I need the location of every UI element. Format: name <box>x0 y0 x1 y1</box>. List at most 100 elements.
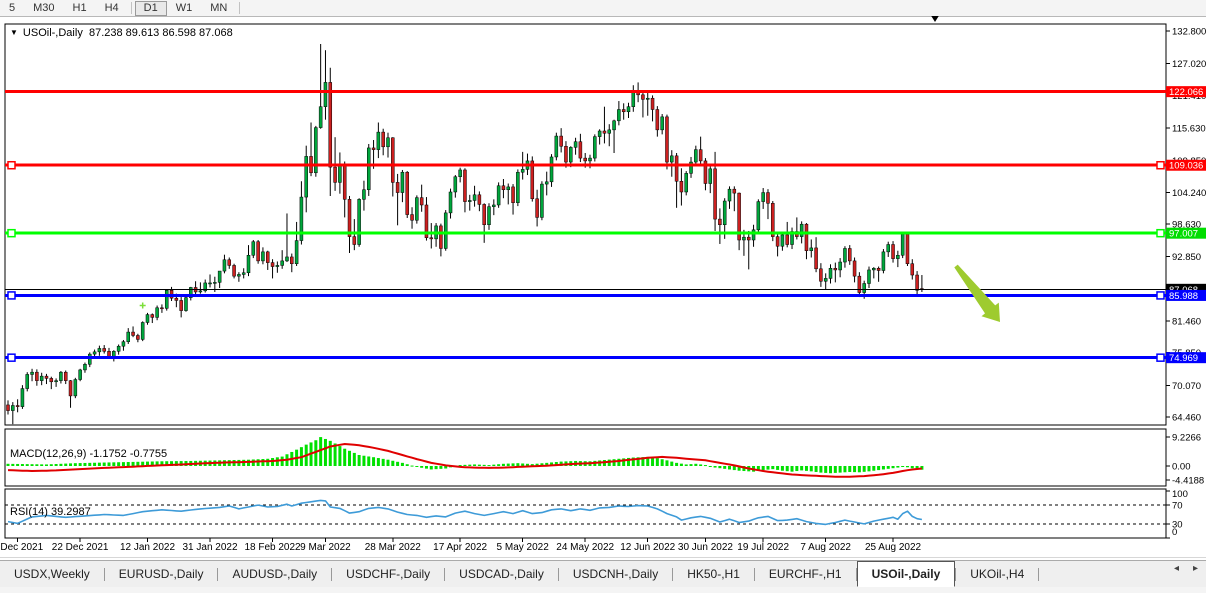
support-line-97-handle[interactable] <box>1157 230 1164 237</box>
candle-body <box>45 376 48 378</box>
macd-bar <box>362 456 365 466</box>
candle-body <box>295 241 298 264</box>
candle-body <box>50 378 53 381</box>
tab-ukoil-h4[interactable]: UKOil-,H4 <box>956 561 1038 587</box>
macd-bar <box>377 458 380 466</box>
macd-bar <box>483 465 486 466</box>
macd-bar <box>497 464 500 466</box>
macd-bar <box>343 449 346 466</box>
support-line-86-handle[interactable] <box>8 292 15 299</box>
macd-bar <box>704 465 707 466</box>
macd-bar <box>863 466 866 472</box>
macd-bar <box>473 464 476 466</box>
timeframe-button-mn[interactable]: MN <box>201 1 236 15</box>
candle-body <box>59 372 62 380</box>
candle-body <box>223 260 226 271</box>
candle-body <box>516 172 519 203</box>
tab-audusd-daily[interactable]: AUDUSD-,Daily <box>218 561 331 587</box>
candle-body <box>786 235 789 245</box>
candle-body <box>233 265 236 276</box>
macd-bar <box>824 466 827 473</box>
macd-bar <box>26 464 29 466</box>
tab-scroll-right-icon[interactable]: ▸ <box>1193 563 1198 574</box>
candle-body <box>16 406 19 407</box>
macd-bar <box>699 464 702 466</box>
candle-body <box>766 193 769 204</box>
macd-label: MACD(12,26,9) -1.1752 -0.7755 <box>10 448 167 460</box>
tab-usdchf-daily[interactable]: USDCHF-,Daily <box>332 561 444 587</box>
candle-body <box>598 131 601 137</box>
macd-bar <box>261 459 264 466</box>
candle-body <box>848 248 851 260</box>
macd-bar <box>718 466 721 468</box>
timeframe-button-w1[interactable]: W1 <box>167 1 202 15</box>
timeframe-button-h4[interactable]: H4 <box>96 1 128 15</box>
resistance-line-109-handle[interactable] <box>1157 162 1164 169</box>
candle-body <box>55 381 58 382</box>
chart-ohlc-values: 87.238 89.613 86.598 87.068 <box>89 27 233 39</box>
candle-body <box>103 348 106 351</box>
macd-bar <box>507 464 510 466</box>
macd-bar <box>762 466 765 470</box>
candle-body <box>430 238 433 239</box>
candle-body <box>887 245 890 252</box>
macd-bar <box>786 466 789 471</box>
candle-body <box>488 207 491 225</box>
timeframe-button-h1[interactable]: H1 <box>64 1 96 15</box>
macd-bar <box>55 464 58 466</box>
candle-body <box>7 405 10 411</box>
tab-eurusd-daily[interactable]: EURUSD-,Daily <box>105 561 218 587</box>
support-line-75-handle[interactable] <box>8 354 15 361</box>
support-line-97-handle[interactable] <box>8 230 15 237</box>
candle-body <box>752 230 755 240</box>
tab-scroll-left-icon[interactable]: ◂ <box>1174 563 1179 574</box>
tab-usoil-daily[interactable]: USOil-,Daily <box>857 561 956 587</box>
date-label: 3 Dec 2021 <box>0 542 43 553</box>
tab-usdcad-daily[interactable]: USDCAD-,Daily <box>445 561 558 587</box>
chevron-down-icon[interactable]: ▼ <box>10 28 18 37</box>
candle-body <box>502 186 505 190</box>
candle-body <box>569 147 572 162</box>
chart-canvas[interactable]: 132.800127.020121.410115.630109.850104.2… <box>0 16 1206 557</box>
tab-eurchf-h1[interactable]: EURCHF-,H1 <box>755 561 856 587</box>
macd-bar <box>35 464 38 466</box>
macd-bar <box>257 459 260 466</box>
candle-body <box>675 156 678 181</box>
candle-body <box>459 170 462 177</box>
resistance-line-109-handle[interactable] <box>8 162 15 169</box>
candle-body <box>656 110 659 130</box>
macd-bar <box>810 466 813 471</box>
price-tick-label: 92.850 <box>1172 252 1201 263</box>
timeframe-toolbar: 5M30H1H4 D1W1MN <box>0 0 1206 17</box>
macd-bar <box>834 466 837 473</box>
candle-body <box>21 389 24 407</box>
support-line-75-handle[interactable] <box>1157 354 1164 361</box>
candle-body <box>824 278 827 281</box>
candle-body <box>584 158 587 161</box>
macd-bar <box>338 446 341 466</box>
price-badge-label: 74.969 <box>1169 353 1198 364</box>
candle-body <box>285 257 288 261</box>
candle-body <box>916 275 919 290</box>
tab-usdcnh-daily[interactable]: USDCNH-,Daily <box>559 561 672 587</box>
macd-bar <box>776 466 779 470</box>
main-pane <box>5 24 1166 425</box>
rsi-label: RSI(14) 39.2987 <box>10 506 91 518</box>
tab-hk50-h1[interactable]: HK50-,H1 <box>673 561 754 587</box>
macd-bar <box>723 466 726 469</box>
candle-body <box>574 142 577 148</box>
timeframe-button-d1[interactable]: D1 <box>135 1 167 16</box>
candle-body <box>680 181 683 192</box>
timeframe-button-m30[interactable]: M30 <box>24 1 63 15</box>
tab-usdx-weekly[interactable]: USDX,Weekly <box>0 561 104 587</box>
macd-bar <box>685 464 688 466</box>
macd-bar <box>892 466 895 468</box>
macd-tick-label: -4.4188 <box>1172 475 1204 486</box>
macd-bar <box>887 466 890 469</box>
support-line-86-handle[interactable] <box>1157 292 1164 299</box>
candle-body <box>468 200 471 201</box>
timeframe-button-5[interactable]: 5 <box>0 1 24 15</box>
toolbar-separator <box>239 2 240 14</box>
macd-bar <box>901 466 904 467</box>
candle-body <box>290 257 293 264</box>
